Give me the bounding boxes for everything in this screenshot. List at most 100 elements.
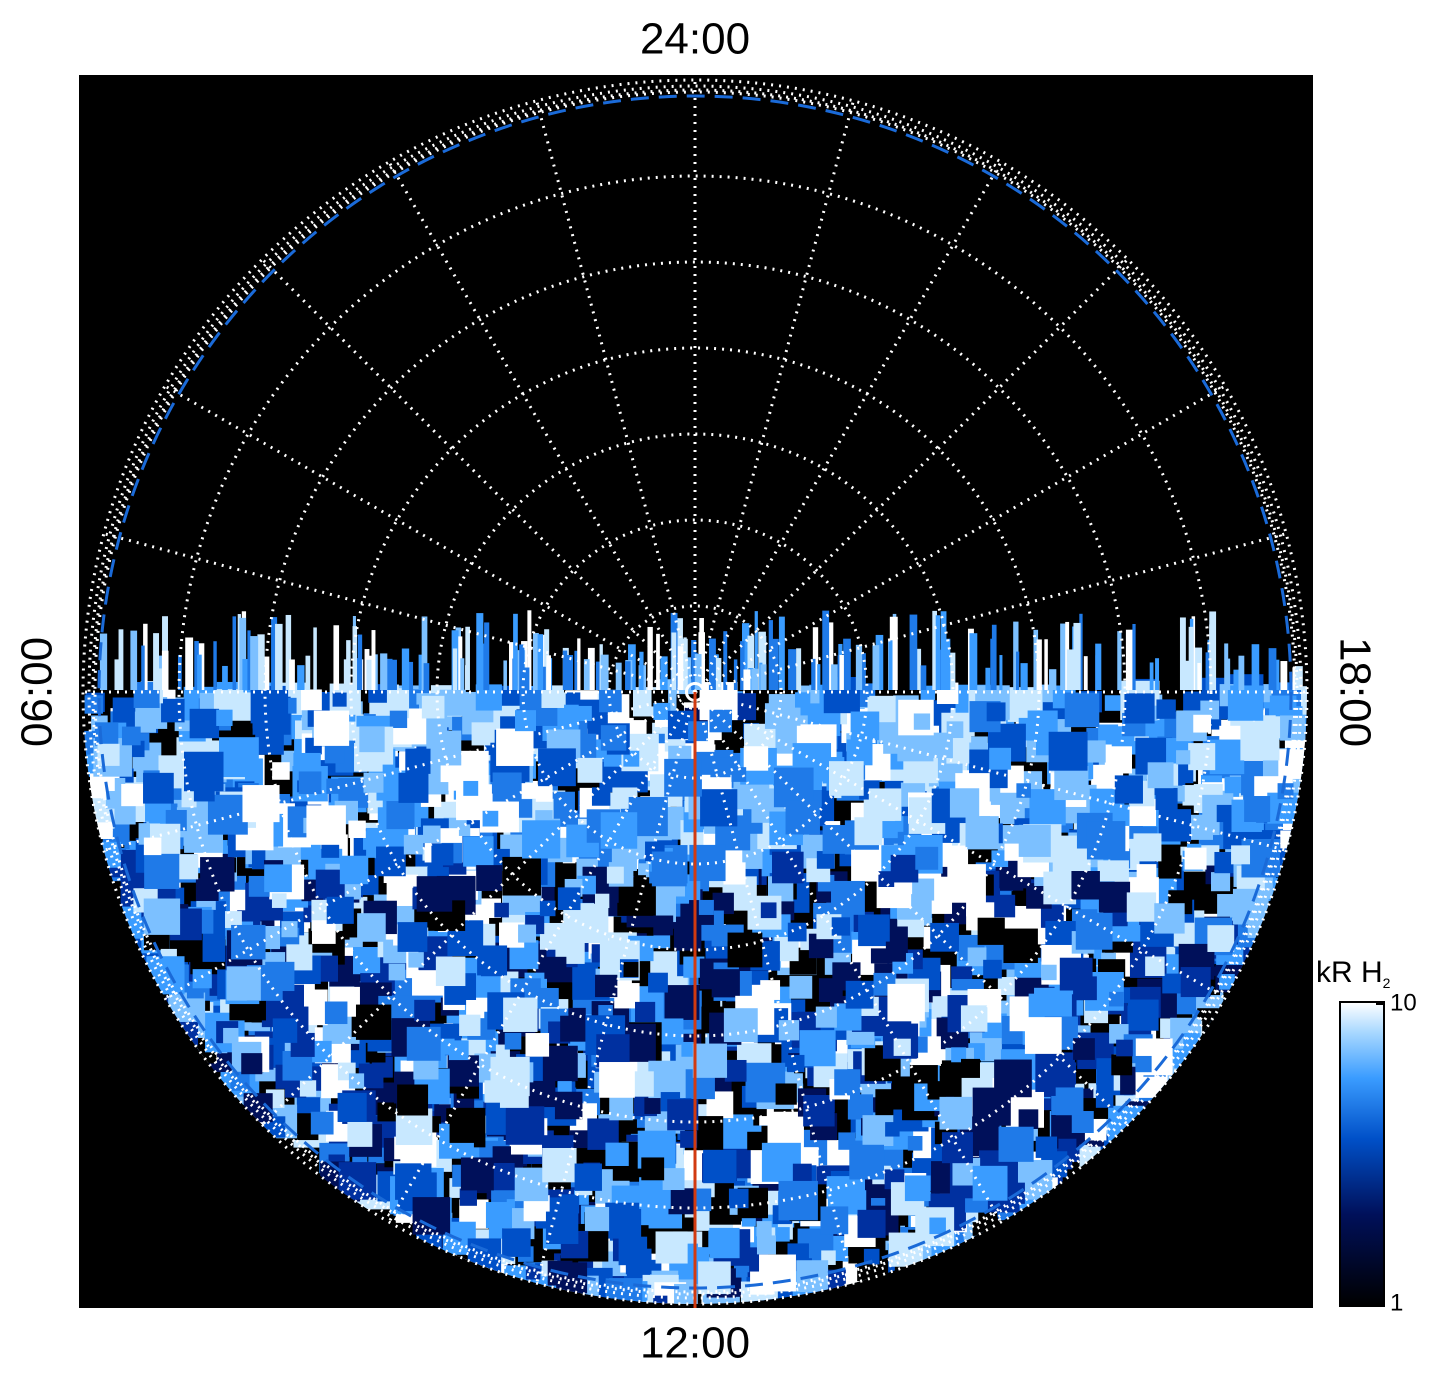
emission-cell — [459, 1188, 477, 1206]
emission-cell — [348, 1073, 365, 1089]
emission-cell — [230, 1071, 250, 1091]
emission-streak — [625, 661, 631, 690]
emission-cell — [574, 1163, 602, 1191]
emission-streak — [130, 630, 138, 690]
emission-cell — [698, 899, 714, 915]
emission-streak — [250, 636, 259, 690]
emission-streak — [1020, 663, 1028, 690]
emission-cell — [743, 746, 769, 771]
emission-cell — [1018, 824, 1051, 857]
emission-streak — [242, 659, 249, 690]
emission-cell — [1116, 1039, 1133, 1057]
emission-cell — [1024, 1017, 1062, 1054]
emission-streak — [1095, 643, 1102, 690]
emission-streak — [371, 630, 376, 690]
emission-streak — [423, 663, 430, 690]
emission-cell — [528, 1080, 556, 1108]
emission-cell — [397, 922, 428, 952]
emission-streak — [313, 627, 317, 690]
emission-streak — [772, 638, 779, 690]
emission-cell — [332, 692, 347, 707]
emission-cell — [1147, 762, 1174, 789]
emission-streak — [418, 654, 423, 690]
emission-streak — [843, 638, 851, 690]
emission-streak — [114, 659, 121, 690]
emission-cell — [723, 1008, 758, 1043]
emission-cell — [599, 689, 622, 713]
emission-cell — [1064, 692, 1100, 728]
emission-cell — [989, 747, 1012, 770]
emission-streak — [743, 669, 751, 690]
emission-cell — [223, 1027, 239, 1044]
emission-cell — [594, 893, 610, 909]
emission-cell — [264, 864, 292, 893]
emission-cell — [1231, 845, 1251, 865]
emission-cell — [539, 900, 556, 917]
emission-cell — [668, 1188, 695, 1215]
emission-cell — [709, 709, 733, 733]
emission-cell — [1280, 715, 1306, 741]
emission-streak — [1155, 658, 1160, 690]
emission-cell — [449, 1107, 485, 1143]
emission-cell — [941, 1132, 973, 1164]
emission-cell — [395, 1163, 432, 1200]
emission-cell — [490, 1056, 530, 1097]
emission-cell — [1216, 804, 1234, 823]
emission-cell — [998, 1126, 1034, 1162]
emission-cell — [435, 956, 466, 987]
emission-cell — [377, 1102, 397, 1122]
emission-streak — [817, 664, 821, 690]
emission-cell — [857, 1209, 886, 1238]
emission-cell — [121, 726, 141, 746]
emission-cell — [858, 914, 890, 947]
emission-streak — [1015, 651, 1020, 690]
emission-cell — [476, 865, 503, 891]
emission-streak — [656, 633, 660, 690]
emission-cell — [557, 887, 581, 911]
emission-cell — [756, 1235, 776, 1255]
emission-streak — [778, 616, 785, 690]
emission-cell — [1071, 871, 1100, 900]
emission-cell — [609, 1096, 634, 1121]
emission-streak — [503, 660, 507, 690]
emission-streak — [760, 664, 767, 690]
emission-cell — [1035, 1052, 1075, 1092]
emission-cell — [1188, 743, 1216, 771]
emission-cell — [599, 1062, 635, 1098]
emission-streak — [99, 633, 108, 690]
emission-streak — [1125, 629, 1134, 690]
emission-cell — [644, 1097, 661, 1114]
emission-cell — [915, 846, 939, 870]
emission-cell — [406, 1026, 441, 1061]
emission-cell — [1154, 903, 1185, 934]
emission-cell — [482, 810, 499, 827]
emission-streak — [796, 648, 802, 690]
emission-streak — [577, 638, 581, 690]
emission-cell — [219, 737, 259, 778]
emission-cell — [591, 787, 611, 806]
emission-cell — [986, 702, 1006, 722]
emission-cell — [539, 987, 559, 1008]
emission-cell — [787, 922, 807, 942]
emission-cell — [618, 1236, 648, 1266]
emission-cell — [359, 726, 385, 753]
emission-streak — [465, 626, 470, 690]
emission-streak — [333, 625, 340, 690]
emission-cell — [977, 917, 1005, 945]
emission-cell — [1240, 721, 1280, 761]
emission-cell — [1048, 731, 1088, 771]
emission-cell — [771, 851, 804, 884]
emission-cell — [1162, 973, 1183, 994]
emission-cell — [929, 1217, 946, 1235]
emission-cell — [792, 1163, 812, 1183]
emission-cell — [930, 922, 959, 952]
emission-cell — [324, 743, 345, 764]
emission-streak — [985, 667, 991, 690]
emission-cell — [1158, 855, 1182, 879]
emission-cell — [709, 1227, 740, 1259]
emission-cell — [502, 1228, 531, 1257]
emission-cell — [226, 966, 261, 1001]
emission-cell — [904, 1175, 931, 1202]
emission-streak — [839, 654, 844, 690]
